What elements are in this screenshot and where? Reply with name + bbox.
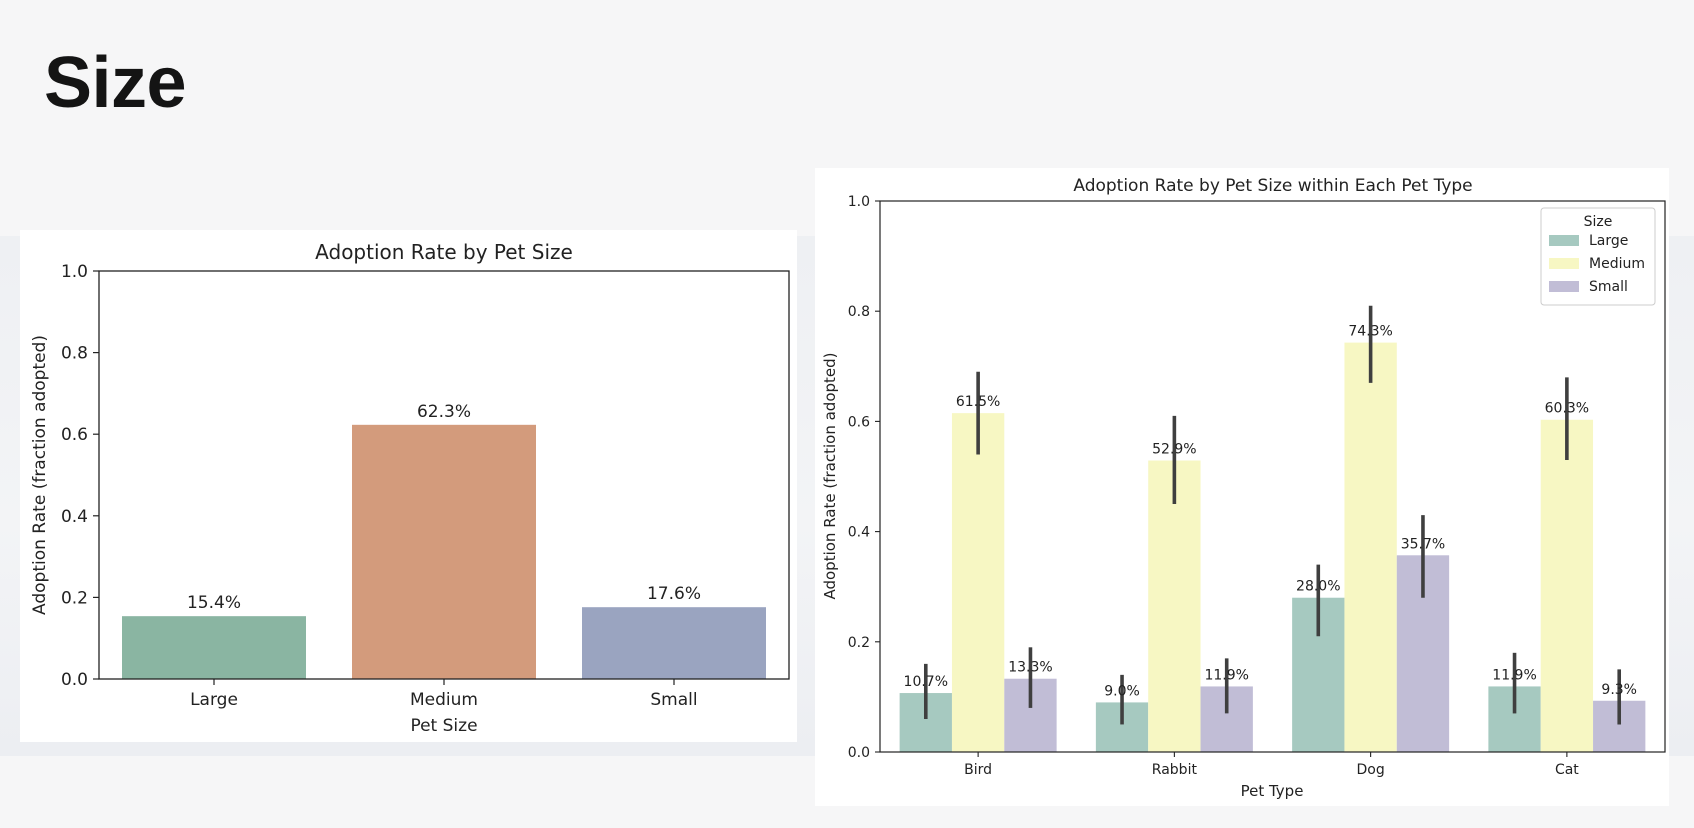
data-label: 15.4% (187, 593, 241, 613)
bar-bird-medium (951, 413, 1005, 752)
data-label: 9.0% (1104, 683, 1140, 699)
chart-title: Adoption Rate by Pet Size (315, 240, 573, 264)
data-label: 11.9% (1204, 667, 1248, 683)
bar-medium (352, 424, 536, 679)
legend-swatch (1549, 258, 1579, 269)
data-label: 10.7% (904, 674, 948, 690)
size-by-type-chart: Adoption Rate by Pet Size within Each Pe… (821, 176, 1666, 800)
data-label: 35.7% (1401, 536, 1445, 552)
bar-cat-medium (1540, 419, 1594, 752)
legend-swatch (1549, 235, 1579, 246)
legend-label: Medium (1589, 256, 1645, 272)
x-tick-label: Dog (1357, 762, 1385, 778)
y-tick-label: 0.2 (848, 635, 870, 651)
x-tick-label: Bird (964, 762, 992, 778)
data-label: 62.3% (417, 402, 471, 422)
x-tick-label: Small (650, 690, 697, 710)
x-axis-label: Pet Size (410, 716, 477, 736)
chart-title: Adoption Rate by Pet Size within Each Pe… (1073, 176, 1472, 196)
size-adoption-chart: Adoption Rate by Pet Size 0.0 0.2 0.4 0.6 0.… (30, 240, 790, 736)
y-axis-label: Adoption Rate (fraction adopted) (30, 335, 50, 615)
legend-label: Small (1589, 279, 1628, 295)
plot-frame (98, 270, 790, 680)
x-tick-label: Rabbit (1152, 762, 1198, 778)
legend-title: Size (1584, 214, 1613, 230)
legend-label: Large (1589, 233, 1628, 249)
x-tick-label: Large (190, 690, 238, 710)
slide-title: Size (44, 43, 187, 123)
size-adoption-chart-card: Adoption Rate by Pet Size 0.0 0.2 0.4 0.6 0.… (20, 230, 797, 742)
data-label: 60.3% (1545, 401, 1589, 417)
y-tick-label: 0.6 (848, 414, 870, 430)
data-label: 9.3% (1601, 682, 1637, 698)
plot-frame (879, 200, 1666, 753)
y-axis-label: Adoption Rate (fraction adopted) (821, 352, 839, 599)
y-tick-label: 0.4 (848, 525, 870, 541)
bar-rabbit-medium (1148, 460, 1201, 752)
y-tick-label: 0.6 (61, 425, 88, 445)
y-tick-label: 1.0 (848, 194, 870, 210)
data-label: 17.6% (647, 584, 701, 604)
legend-frame (1540, 207, 1656, 306)
y-tick-label: 0.4 (61, 507, 88, 527)
data-label: 13.3% (1008, 660, 1052, 676)
x-tick-label: Cat (1555, 762, 1579, 778)
bar-large (122, 616, 306, 679)
y-tick-label: 0.0 (848, 745, 870, 761)
bar-dog-medium (1344, 342, 1397, 752)
y-tick-label: 0.8 (848, 304, 870, 320)
x-axis-label: Pet Type (1241, 782, 1304, 800)
y-tick-label: 0.0 (61, 670, 88, 690)
size-by-type-chart-card: Adoption Rate by Pet Size within Each Pe… (815, 168, 1669, 806)
data-label: 74.3% (1348, 324, 1392, 340)
data-label: 61.5% (956, 394, 1000, 410)
data-label: 52.9% (1152, 442, 1196, 458)
data-label: 11.9% (1492, 667, 1536, 683)
y-tick-label: 0.8 (61, 344, 88, 364)
legend: Size Large Medium Small (1540, 207, 1656, 306)
data-label: 28.0% (1296, 579, 1340, 595)
legend-swatch (1549, 281, 1579, 292)
y-tick-label: 1.0 (61, 262, 88, 282)
y-tick-label: 0.2 (61, 588, 88, 608)
bar-small (582, 607, 766, 679)
x-tick-label: Medium (410, 690, 478, 710)
